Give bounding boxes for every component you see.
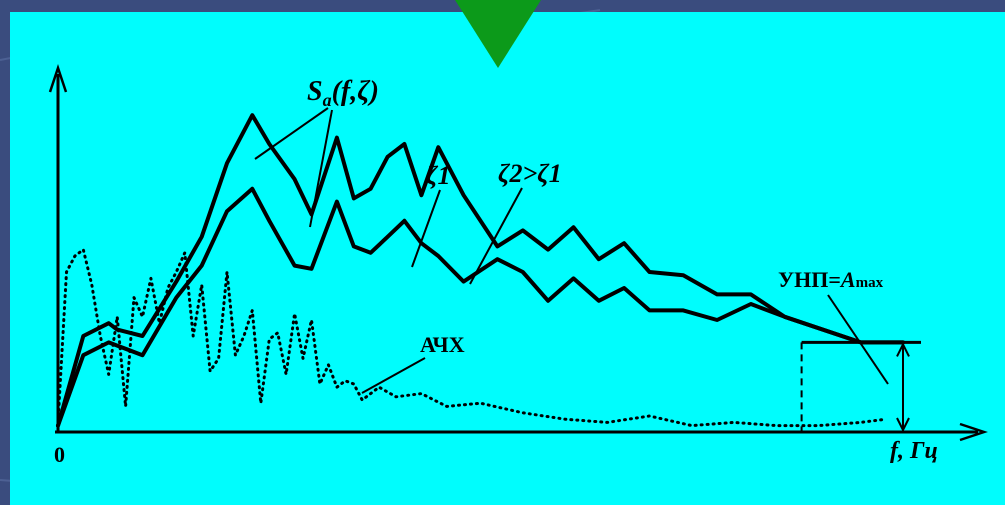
zeta1-leader-line — [411, 189, 441, 268]
unp-indicator — [800, 340, 921, 433]
achx-label: АЧХ — [420, 332, 465, 357]
y-axis-arrow-icon — [48, 64, 68, 93]
unp-arrow-up-icon — [896, 342, 910, 357]
zeta1-label: ζ1 — [426, 161, 450, 190]
x-axis-arrow-icon — [959, 422, 988, 442]
chart-axes — [48, 64, 988, 442]
sa-label: Sa(f,ζ) — [307, 76, 379, 110]
sa-leader-line-2 — [309, 109, 333, 228]
unp-label: УНП=Amax — [778, 267, 884, 292]
sa-label-main: S — [307, 76, 323, 107]
zeta2-leader-line — [469, 187, 523, 285]
sa-label-args: (f,ζ) — [332, 76, 379, 107]
unp-label-sub: max — [856, 275, 884, 291]
unp-label-prefix: УНП= — [778, 267, 841, 292]
series-line-3 — [56, 248, 888, 428]
origin-label: 0 — [54, 442, 65, 467]
achx-leader-line — [361, 357, 426, 394]
series-layer — [56, 113, 905, 428]
series-line-1 — [56, 113, 905, 428]
spectrum-chart: 0 f, Гц Sa(f,ζ) ζ1 ζ2>ζ1 УНП=Amax АЧХ — [48, 64, 988, 467]
down-triangle-icon — [455, 0, 541, 68]
annotation-layer: 0 f, Гц Sa(f,ζ) ζ1 ζ2>ζ1 УНП=Amax АЧХ — [54, 76, 938, 467]
sa-label-sub: a — [323, 90, 332, 110]
sa-leader-line-1 — [254, 107, 329, 160]
x-axis-label: f, Гц — [890, 438, 938, 464]
series-line-2 — [56, 186, 905, 428]
zeta2-label: ζ2>ζ1 — [498, 159, 562, 188]
unp-label-var: A — [839, 267, 856, 292]
unp-arrow-down-icon — [896, 417, 910, 433]
unp-leader-line — [827, 294, 889, 385]
